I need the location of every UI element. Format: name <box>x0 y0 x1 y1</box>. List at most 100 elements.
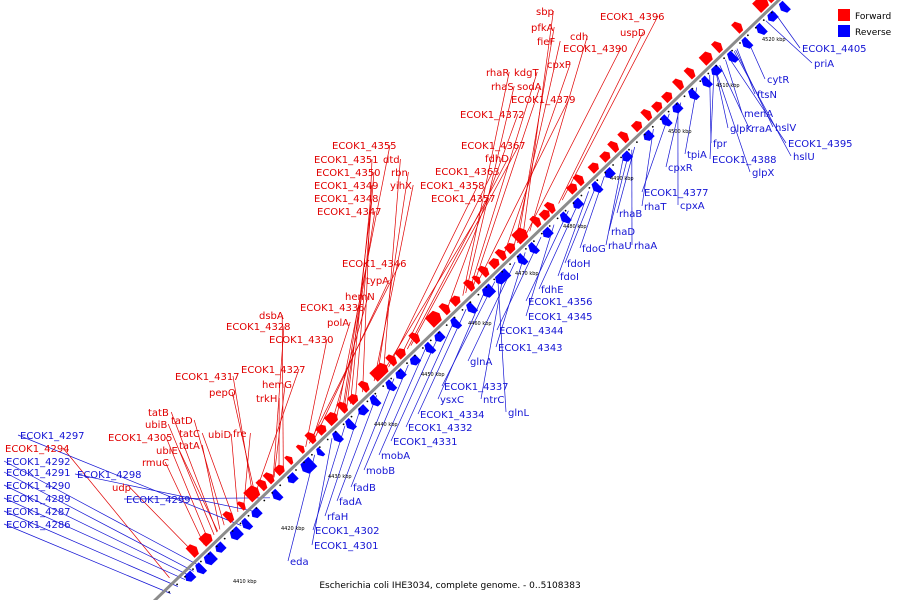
reverse-gene-28 <box>572 197 585 209</box>
forward-label-ecok1-4363: ECOK1_4363 <box>435 167 500 178</box>
forward-leader-pepq <box>231 391 256 496</box>
reverse-gene-8 <box>287 472 299 484</box>
minor-tick <box>231 530 234 532</box>
forward-label-typa: typA <box>366 276 389 287</box>
reverse-label-ecok1-4331: ECOK1_4331 <box>393 437 458 448</box>
reverse-gene-22 <box>482 283 497 298</box>
forward-gene-35 <box>587 162 599 174</box>
minor-tick <box>184 575 186 578</box>
forward-gene-15 <box>357 380 370 393</box>
reverse-label-ecok1-4298: ECOK1_4298 <box>77 470 142 481</box>
reverse-leader-ecok1-4301 <box>311 438 333 546</box>
reverse-leader-ecok1-4289 <box>3 497 186 580</box>
reverse-leader-ecok1-4298 <box>74 473 256 513</box>
forward-gene-3 <box>236 501 246 511</box>
reverse-label-ecok1-4377: ECOK1_4377 <box>644 188 709 199</box>
minor-tick <box>509 263 511 265</box>
forward-label-pfka: pfkA <box>531 23 554 34</box>
reverse-label-fdog: fdoG <box>582 244 606 255</box>
genome-backbone <box>152 0 782 600</box>
forward-gene-28 <box>504 242 516 255</box>
reverse-label-ftsn: ftsN <box>757 90 777 101</box>
minor-tick <box>200 560 202 563</box>
forward-gene-1 <box>198 532 213 547</box>
forward-gene-31 <box>538 209 550 221</box>
minor-tick <box>501 270 504 273</box>
forward-leader-udp <box>129 486 195 554</box>
reverse-leader-rhad <box>608 152 630 232</box>
forward-leader-dsba <box>281 314 284 469</box>
forward-gene-42 <box>661 91 673 104</box>
forward-label-rmuc: rmuC <box>142 458 169 469</box>
forward-gene-24 <box>471 275 481 285</box>
forward-gene-41 <box>651 101 663 113</box>
forward-leader-ecok1-4348 <box>346 197 373 408</box>
minor-tick <box>477 293 480 296</box>
forward-label-ecok1-4379: ECOK1_4379 <box>511 95 576 106</box>
reverse-label-fdoi: fdoI <box>560 272 579 283</box>
reverse-leader-fdoi <box>557 191 589 277</box>
reverse-label-ecok1-4334: ECOK1_4334 <box>420 410 485 421</box>
forward-gene-19 <box>408 332 421 345</box>
minor-tick <box>429 339 432 342</box>
reverse-label-ecok1-4345: ECOK1_4345 <box>528 312 593 323</box>
reverse-label-ecok1-4388: ECOK1_4388 <box>712 155 777 166</box>
minor-tick <box>548 225 551 227</box>
reverse-gene-40 <box>755 22 768 35</box>
forward-gene-13 <box>336 401 349 414</box>
forward-gene-29 <box>511 227 529 245</box>
minor-tick <box>358 408 361 410</box>
minor-tick <box>406 362 408 365</box>
minor-tick <box>350 415 353 418</box>
reverse-leader-ecok1-4332 <box>405 320 455 428</box>
forward-leader-hemg <box>273 383 286 478</box>
reverse-gene-10 <box>316 447 326 457</box>
forward-label-ubie: ubiE <box>156 446 178 457</box>
forward-leader-cpxp <box>502 63 571 258</box>
reverse-label-ecok1-4301: ECOK1_4301 <box>314 541 379 552</box>
reverse-label-rhat: rhaT <box>644 202 667 213</box>
minor-tick <box>588 187 591 189</box>
minor-tick <box>564 209 567 212</box>
reverse-gene-16 <box>395 368 407 380</box>
tick-label-4: 4450 kbp <box>421 372 445 378</box>
reverse-leader-ecok1-4291 <box>3 471 194 572</box>
reverse-label-ntrc: ntrC <box>483 395 504 406</box>
reverse-leader-ecok1-4345 <box>525 224 555 317</box>
minor-tick <box>453 316 456 319</box>
kbp-ticks: 4410 kbp 4420 kbp 4430 kbp 4440 kbp 4450 kbp… <box>168 11 786 593</box>
forward-label-rbn: rbn <box>391 168 408 179</box>
forward-label-fre: fre <box>233 429 247 440</box>
map-caption: Escherichia coli IHE3034, complete genom… <box>319 581 580 591</box>
forward-gene-11 <box>315 424 327 436</box>
minor-tick <box>493 278 496 281</box>
forward-leader-ecok1-4330 <box>305 338 328 447</box>
reverse-gene-20 <box>450 316 463 329</box>
forward-label-ecok1-4346: ECOK1_4346 <box>342 259 407 270</box>
forward-gene-26 <box>488 258 500 270</box>
reverse-label-rfah: rfaH <box>327 512 348 523</box>
forward-leader-tatb <box>170 411 218 533</box>
reverse-label-ecok1-4299: ECOK1_4299 <box>126 495 191 506</box>
reverse-gene-1 <box>195 562 208 575</box>
reverse-leader-ecok1-4405 <box>774 12 801 49</box>
reverse-label-moba: mobA <box>381 451 410 462</box>
forward-label-kdgt: kdgT <box>514 68 539 79</box>
label-leader-lines <box>3 10 813 594</box>
forward-leader-fdhd <box>406 157 509 350</box>
reverse-label-ecok1-4287: ECOK1_4287 <box>6 507 71 518</box>
forward-gene-21 <box>438 303 451 316</box>
tick-label-9: 4500 kbp <box>668 129 692 135</box>
forward-label-ecok1-4390: ECOK1_4390 <box>563 44 628 55</box>
forward-label-ecok1-4355: ECOK1_4355 <box>332 141 397 152</box>
tick-label-0: 4410 kbp <box>233 579 257 585</box>
minor-tick <box>239 522 242 525</box>
forward-gene-44 <box>683 67 696 80</box>
forward-leader-ecok1-4327 <box>254 368 300 497</box>
minor-tick <box>437 331 440 334</box>
forward-leader-ubib <box>167 423 215 536</box>
forward-label-ubib: ubiB <box>145 420 167 431</box>
minor-tick <box>263 499 266 502</box>
forward-label-sbp: sbp <box>536 7 554 18</box>
forward-label-ecok1-4348: ECOK1_4348 <box>314 194 379 205</box>
